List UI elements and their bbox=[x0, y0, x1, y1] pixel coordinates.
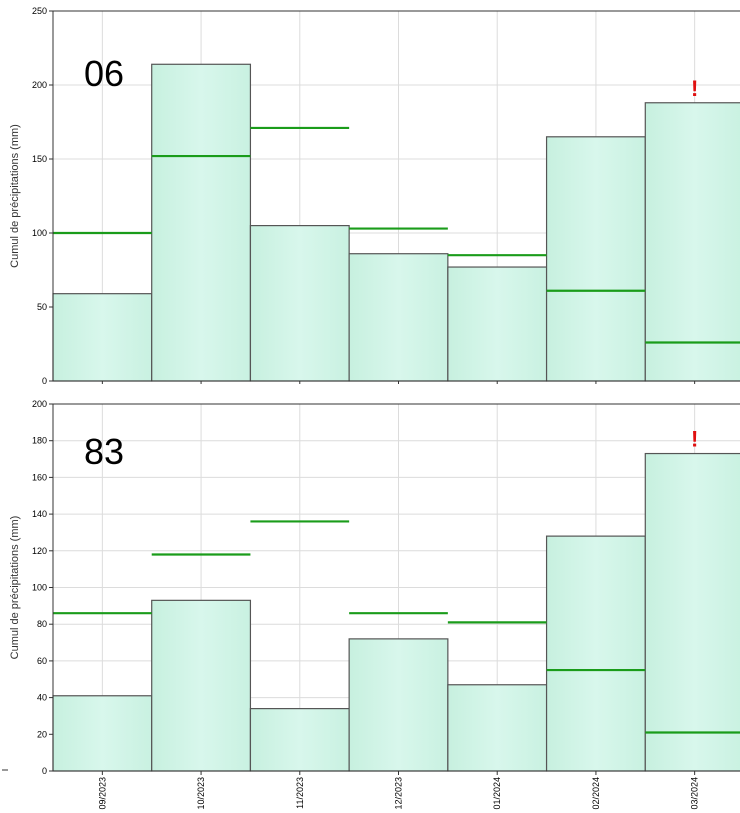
bar-10/2023 bbox=[151, 63, 252, 382]
alert-marker: ! bbox=[691, 427, 698, 452]
bar-10/2023 bbox=[151, 599, 252, 772]
region-label: 06 bbox=[84, 53, 124, 94]
bar-09/2023 bbox=[52, 695, 153, 772]
y-tick-label: 60 bbox=[37, 656, 47, 666]
bar-11/2023 bbox=[249, 225, 350, 382]
bar-12/2023 bbox=[348, 638, 449, 772]
y-tick-label: 160 bbox=[32, 472, 47, 482]
y-tick-label: 200 bbox=[32, 80, 47, 90]
chart-bottom: 0 20 40 60 80 100 120 140 160 180 200 Cumul de préc… bbox=[9, 399, 740, 810]
bar-01/2024 bbox=[447, 266, 548, 382]
x-tick-label: 02/2024 bbox=[591, 777, 601, 810]
y-tick-label: 120 bbox=[32, 546, 47, 556]
y-tick-label: 80 bbox=[37, 619, 47, 629]
y-tick-label: 180 bbox=[32, 436, 47, 446]
bar-03/2024 bbox=[644, 452, 740, 772]
y-axis-title: Cumul de précipitations (mm) bbox=[9, 124, 21, 268]
region-label: 83 bbox=[84, 431, 124, 472]
bar-02/2024 bbox=[545, 136, 646, 382]
alert-marker: ! bbox=[691, 76, 698, 101]
x-tick-label: 11/2023 bbox=[295, 777, 305, 809]
bar-12/2023 bbox=[348, 253, 449, 382]
y-tick-label: 0 bbox=[42, 376, 47, 386]
chart-top: 0 50 100 150 200 250 Cumul de précipitations (… bbox=[9, 6, 740, 386]
bar-09/2023 bbox=[52, 293, 153, 382]
y-tick-label: 20 bbox=[37, 729, 47, 739]
y-tick-label: 100 bbox=[32, 228, 47, 238]
y-tick-label: 250 bbox=[32, 6, 47, 16]
x-tick-label: 09/2023 bbox=[97, 777, 107, 810]
y-axis-title: Cumul de précipitations (mm) bbox=[9, 516, 21, 660]
y-tick-label: 200 bbox=[32, 399, 47, 409]
bar-03/2024 bbox=[644, 102, 740, 382]
y-tick-label: 140 bbox=[32, 509, 47, 519]
y-tick-label: 0 bbox=[42, 766, 47, 776]
x-tick-label: 10/2023 bbox=[196, 777, 206, 810]
x-tick-label: 12/2023 bbox=[394, 777, 404, 810]
y-tick-label: 50 bbox=[37, 302, 47, 312]
x-tick-label: 01/2024 bbox=[492, 777, 502, 810]
y-tick-label: 150 bbox=[32, 154, 47, 164]
bar-01/2024 bbox=[447, 684, 548, 772]
y-tick-label: 40 bbox=[37, 693, 47, 703]
x-tick-label: 03/2024 bbox=[690, 777, 700, 810]
bar-02/2024 bbox=[545, 535, 646, 772]
y-tick-label: 100 bbox=[32, 583, 47, 593]
bar-11/2023 bbox=[249, 708, 350, 772]
